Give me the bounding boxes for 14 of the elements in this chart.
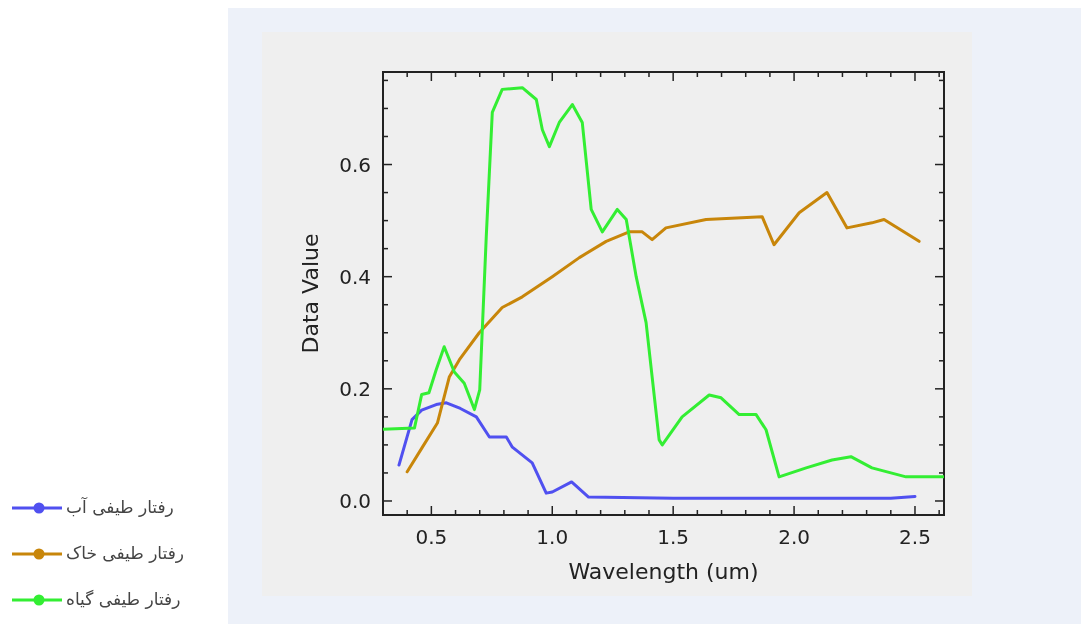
y-tick-label: 0.2 — [339, 376, 371, 401]
y-tick-label: 0.0 — [339, 488, 371, 513]
x-tick-label: 1.5 — [657, 525, 690, 549]
x-axis-title: Wavelength (um) — [568, 559, 759, 584]
x-tick-label: 2.5 — [899, 525, 931, 549]
y-tick-label: 0.6 — [339, 152, 371, 177]
x-tick-label: 0.5 — [415, 525, 448, 549]
y-tick-label: 0.4 — [339, 264, 371, 289]
legend-label: رفتار طیفی خاک — [66, 543, 184, 563]
y-axis-title: Data Value — [298, 233, 323, 354]
legend-label: رفتار طیفی آب — [66, 496, 174, 517]
x-tick-label: 2.0 — [778, 525, 810, 549]
x-tick-label: 1.0 — [536, 525, 569, 549]
legend-label: رفتار طیفی گیاه — [66, 589, 181, 609]
